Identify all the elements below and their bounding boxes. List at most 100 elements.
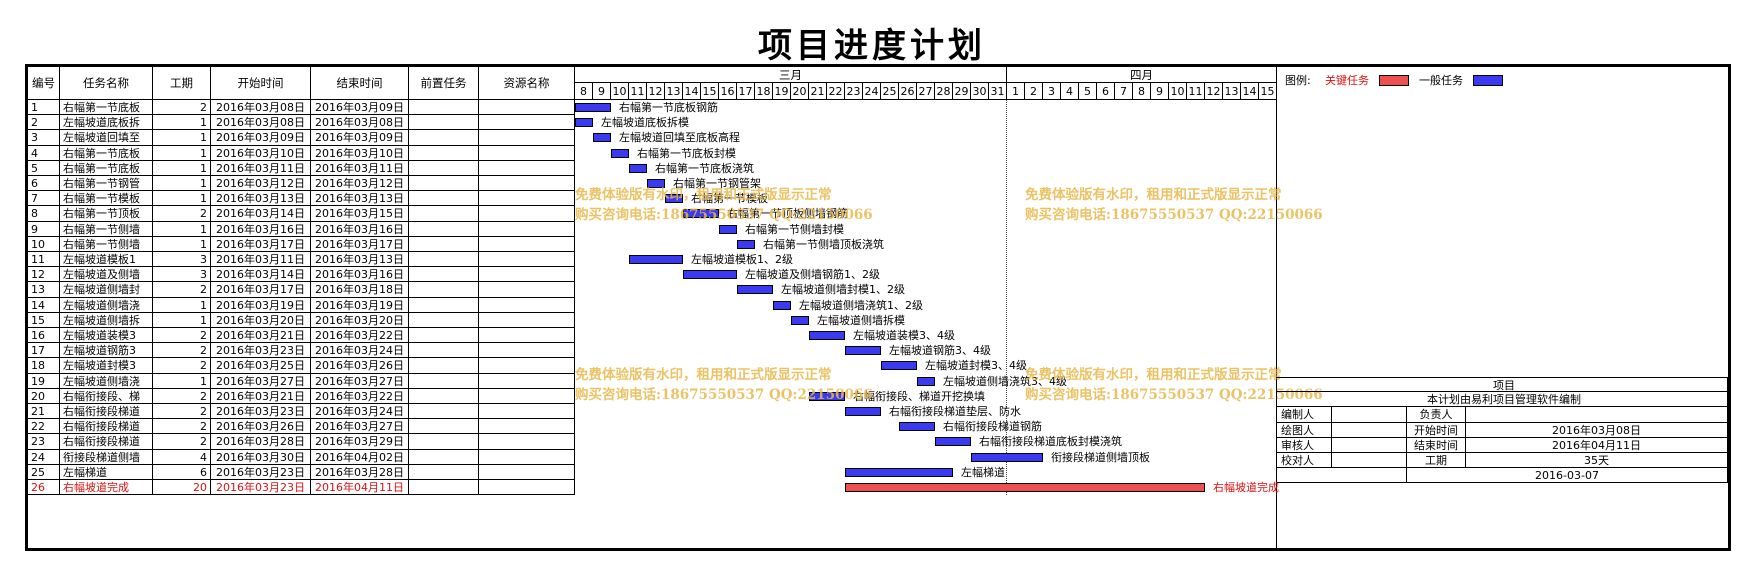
task-bar[interactable] bbox=[845, 407, 881, 416]
task-bar[interactable] bbox=[917, 376, 935, 386]
task-cell-start: 2016年03月23日 bbox=[211, 343, 311, 359]
task-bar[interactable] bbox=[971, 452, 1043, 462]
task-cell-empty bbox=[409, 252, 479, 268]
day-label: 15 bbox=[701, 83, 719, 100]
day-label: 12 bbox=[1205, 83, 1223, 100]
task-bar[interactable] bbox=[845, 467, 953, 477]
day-label: 13 bbox=[665, 83, 683, 100]
watermark-line: 购买咨询电话:18675550537 QQ:22150066 bbox=[1025, 207, 1323, 223]
task-cell-empty bbox=[479, 176, 575, 192]
task-bar[interactable] bbox=[629, 163, 647, 173]
task-cell-empty bbox=[479, 130, 575, 146]
task-bar[interactable] bbox=[719, 224, 737, 234]
task-bar[interactable] bbox=[773, 300, 791, 310]
task-cell-empty bbox=[409, 206, 479, 222]
task-cell-empty bbox=[409, 404, 479, 420]
task-cell-id: 22 bbox=[28, 419, 60, 435]
day-label: 8 bbox=[575, 83, 593, 100]
task-cell-start: 2016年03月13日 bbox=[211, 191, 311, 207]
task-cell-start: 2016年03月09日 bbox=[211, 130, 311, 146]
task-cell-start: 2016年03月17日 bbox=[211, 236, 311, 252]
task-cell-end: 2016年03月16日 bbox=[311, 267, 409, 283]
task-cell-end: 2016年03月19日 bbox=[311, 297, 409, 313]
task-bar[interactable] bbox=[737, 285, 773, 295]
task-cell-empty bbox=[409, 282, 479, 298]
task-bar-label: 左幅坡道侧墙拆模 bbox=[817, 313, 905, 327]
task-cell-empty bbox=[479, 191, 575, 207]
day-label: 7 bbox=[1115, 83, 1133, 100]
task-bar[interactable] bbox=[845, 346, 881, 356]
task-bar-label: 右幅坡道完成 bbox=[1213, 481, 1279, 494]
task-cell-start: 2016年03月08日 bbox=[211, 115, 311, 131]
task-cell-id: 12 bbox=[28, 267, 60, 283]
info-drawer: 绘图人 bbox=[1277, 422, 1332, 438]
task-bar[interactable] bbox=[593, 133, 611, 143]
task-bar[interactable] bbox=[683, 270, 737, 280]
critical-task-bar[interactable] bbox=[845, 483, 1205, 492]
task-cell-id: 6 bbox=[28, 176, 60, 192]
task-bar[interactable] bbox=[899, 422, 935, 432]
task-cell-end: 2016年03月29日 bbox=[311, 434, 409, 450]
task-cell-short: 右幅第一节侧墙 bbox=[60, 221, 153, 237]
task-bar[interactable] bbox=[809, 391, 845, 401]
task-cell-duration: 2 bbox=[153, 282, 211, 298]
day-label: 11 bbox=[1187, 83, 1205, 100]
day-label: 5 bbox=[1079, 83, 1097, 100]
day-label: 28 bbox=[935, 83, 953, 100]
task-cell-short: 右幅第一节底板 bbox=[60, 160, 153, 176]
task-cell-duration: 1 bbox=[153, 221, 211, 237]
task-bar[interactable] bbox=[575, 118, 593, 128]
task-bar[interactable] bbox=[575, 103, 611, 112]
column-header: 资源名称 bbox=[479, 67, 575, 100]
task-bar[interactable] bbox=[881, 361, 917, 371]
task-cell-empty bbox=[479, 221, 575, 237]
task-cell-id: 15 bbox=[28, 312, 60, 328]
task-bar[interactable] bbox=[935, 437, 971, 447]
task-bar[interactable] bbox=[611, 148, 629, 158]
watermark-line: 免费体验版有水印，租用和正式版显示正常 bbox=[575, 187, 832, 203]
day-label: 9 bbox=[1151, 83, 1169, 100]
task-cell-id: 13 bbox=[28, 282, 60, 298]
task-bar[interactable] bbox=[683, 209, 719, 219]
task-cell-empty bbox=[409, 191, 479, 207]
task-bar[interactable] bbox=[647, 179, 665, 188]
task-bar[interactable] bbox=[737, 239, 755, 249]
legend-normal-label: 一般任务 bbox=[1419, 74, 1463, 87]
task-cell-duration: 3 bbox=[153, 267, 211, 283]
task-cell-duration: 1 bbox=[153, 130, 211, 146]
task-cell-short: 右幅第一节钢管 bbox=[60, 176, 153, 192]
task-cell-empty bbox=[409, 100, 479, 116]
task-cell-id: 19 bbox=[28, 373, 60, 389]
task-cell-duration: 2 bbox=[153, 404, 211, 420]
task-bar-label: 右幅第一节侧墙封模 bbox=[745, 222, 844, 236]
day-label: 12 bbox=[647, 83, 665, 100]
day-label: 31 bbox=[989, 83, 1007, 100]
info-checker: 校对人 bbox=[1277, 453, 1332, 469]
task-cell-end: 2016年03月13日 bbox=[311, 191, 409, 207]
task-cell-empty bbox=[479, 115, 575, 131]
task-bar-label: 左幅坡道及侧墙钢筋1、2级 bbox=[745, 268, 880, 282]
day-label: 2 bbox=[1025, 83, 1043, 100]
task-bar-label: 右幅衔接段梯道垫层、防水 bbox=[889, 405, 1021, 418]
task-cell-duration: 4 bbox=[153, 449, 211, 465]
task-bar[interactable] bbox=[791, 315, 809, 325]
task-bar[interactable] bbox=[665, 194, 683, 204]
task-cell-short: 右幅坡道完成 bbox=[60, 480, 153, 496]
task-cell-duration: 2 bbox=[153, 328, 211, 344]
task-bar-label: 左幅坡道侧墙浇筑3、4级 bbox=[943, 374, 1067, 388]
watermark-line: 免费体验版有水印，租用和正式版显示正常 bbox=[575, 367, 832, 383]
day-label: 18 bbox=[755, 83, 773, 100]
task-cell-empty bbox=[479, 312, 575, 328]
task-bar[interactable] bbox=[809, 331, 845, 340]
task-cell-end: 2016年03月12日 bbox=[311, 176, 409, 192]
task-cell-empty bbox=[479, 282, 575, 298]
schedule-frame: 编号 任务名称 工期 开始时间 结束时间 前置任务 资源名称 1 右幅第一节底板 2 2016年03… bbox=[25, 64, 1731, 551]
task-cell-start: 2016年03月23日 bbox=[211, 404, 311, 420]
task-cell-short: 左幅坡道底板拆 bbox=[60, 115, 153, 131]
task-cell-id: 5 bbox=[28, 160, 60, 176]
task-cell-empty bbox=[479, 404, 575, 420]
info-date: 2016-03-07 bbox=[1407, 468, 1728, 484]
task-cell-short: 右幅第一节模板 bbox=[60, 191, 153, 207]
task-bar[interactable] bbox=[629, 255, 683, 264]
info-end-label: 结束时间 bbox=[1407, 437, 1466, 453]
